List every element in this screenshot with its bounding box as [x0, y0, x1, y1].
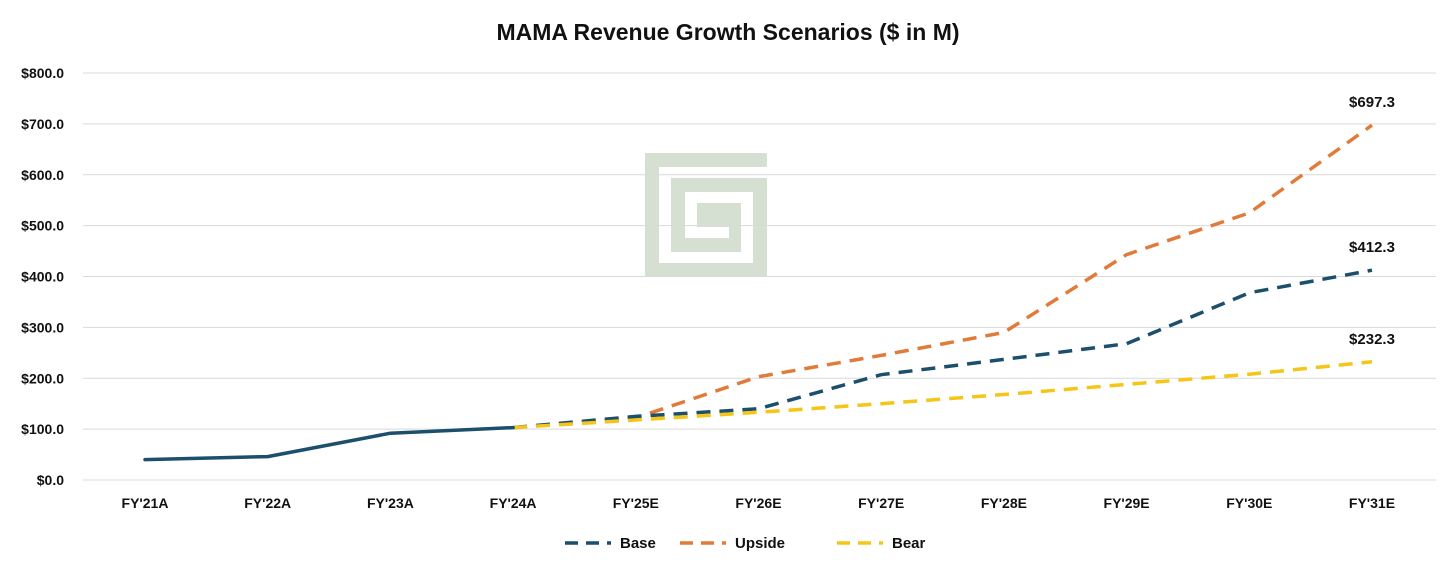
x-tick-label: FY'22A — [244, 495, 291, 511]
y-tick-label: $600.0 — [21, 167, 64, 183]
y-tick-label: $800.0 — [21, 65, 64, 81]
x-tick-label: FY'24A — [490, 495, 537, 511]
series-line-base — [512, 268, 1373, 430]
x-tick-label: FY'29E — [1104, 495, 1150, 511]
x-tick-label: FY'25E — [613, 495, 659, 511]
x-tick-label: FY'28E — [981, 495, 1027, 511]
watermark-cut — [685, 227, 729, 238]
y-tick-label: $200.0 — [21, 370, 64, 386]
x-tick-label: FY'30E — [1226, 495, 1272, 511]
legend-label-upside: Upside — [735, 535, 785, 552]
y-tick-label: $700.0 — [21, 116, 64, 132]
chart-title: MAMA Revenue Growth Scenarios ($ in M) — [496, 19, 959, 45]
watermark-cut — [659, 167, 767, 178]
y-axis-ticks: $0.0 $100.0 $200.0 $300.0 $400.0 $500.0 $600.0… — [21, 65, 64, 488]
watermark-cut — [741, 192, 753, 263]
y-tick-label: $500.0 — [21, 218, 64, 234]
watermark-cut — [659, 167, 671, 263]
data-label-bear: $232.3 — [1349, 331, 1395, 348]
legend-label-base: Base — [620, 535, 656, 552]
data-labels: $697.3 $412.3 $232.3 — [1349, 94, 1395, 348]
watermark-cut — [685, 192, 697, 238]
x-tick-label: FY'23A — [367, 495, 414, 511]
watermark-cut — [685, 192, 753, 203]
y-tick-label: $300.0 — [21, 319, 64, 335]
series-line-upside — [512, 123, 1374, 430]
x-tick-label: FY'21A — [122, 495, 169, 511]
x-axis-ticks: FY'21A FY'22A FY'23A FY'24A FY'25E FY'26E FY'2… — [122, 495, 1396, 511]
x-tick-label: FY'26E — [735, 495, 781, 511]
data-label-base: $412.3 — [1349, 239, 1395, 256]
series-line-bear — [512, 360, 1373, 430]
data-label-upside: $697.3 — [1349, 94, 1395, 111]
watermark-cut — [659, 252, 753, 263]
series-lines — [143, 123, 1374, 462]
x-tick-label: FY'27E — [858, 495, 904, 511]
gridlines — [83, 72, 1436, 481]
legend: Base Upside Bear — [565, 535, 926, 552]
y-tick-label: $400.0 — [21, 269, 64, 285]
legend-label-bear: Bear — [892, 535, 926, 552]
x-tick-label: FY'31E — [1349, 495, 1395, 511]
series-line-actual — [143, 425, 515, 462]
y-tick-label: $0.0 — [37, 472, 64, 488]
watermark-logo — [645, 153, 767, 277]
y-tick-label: $100.0 — [21, 421, 64, 437]
